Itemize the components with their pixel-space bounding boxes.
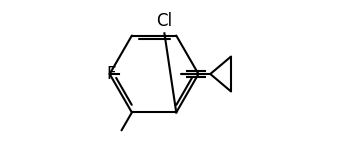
Text: F: F — [107, 65, 116, 83]
Text: Cl: Cl — [156, 12, 172, 30]
